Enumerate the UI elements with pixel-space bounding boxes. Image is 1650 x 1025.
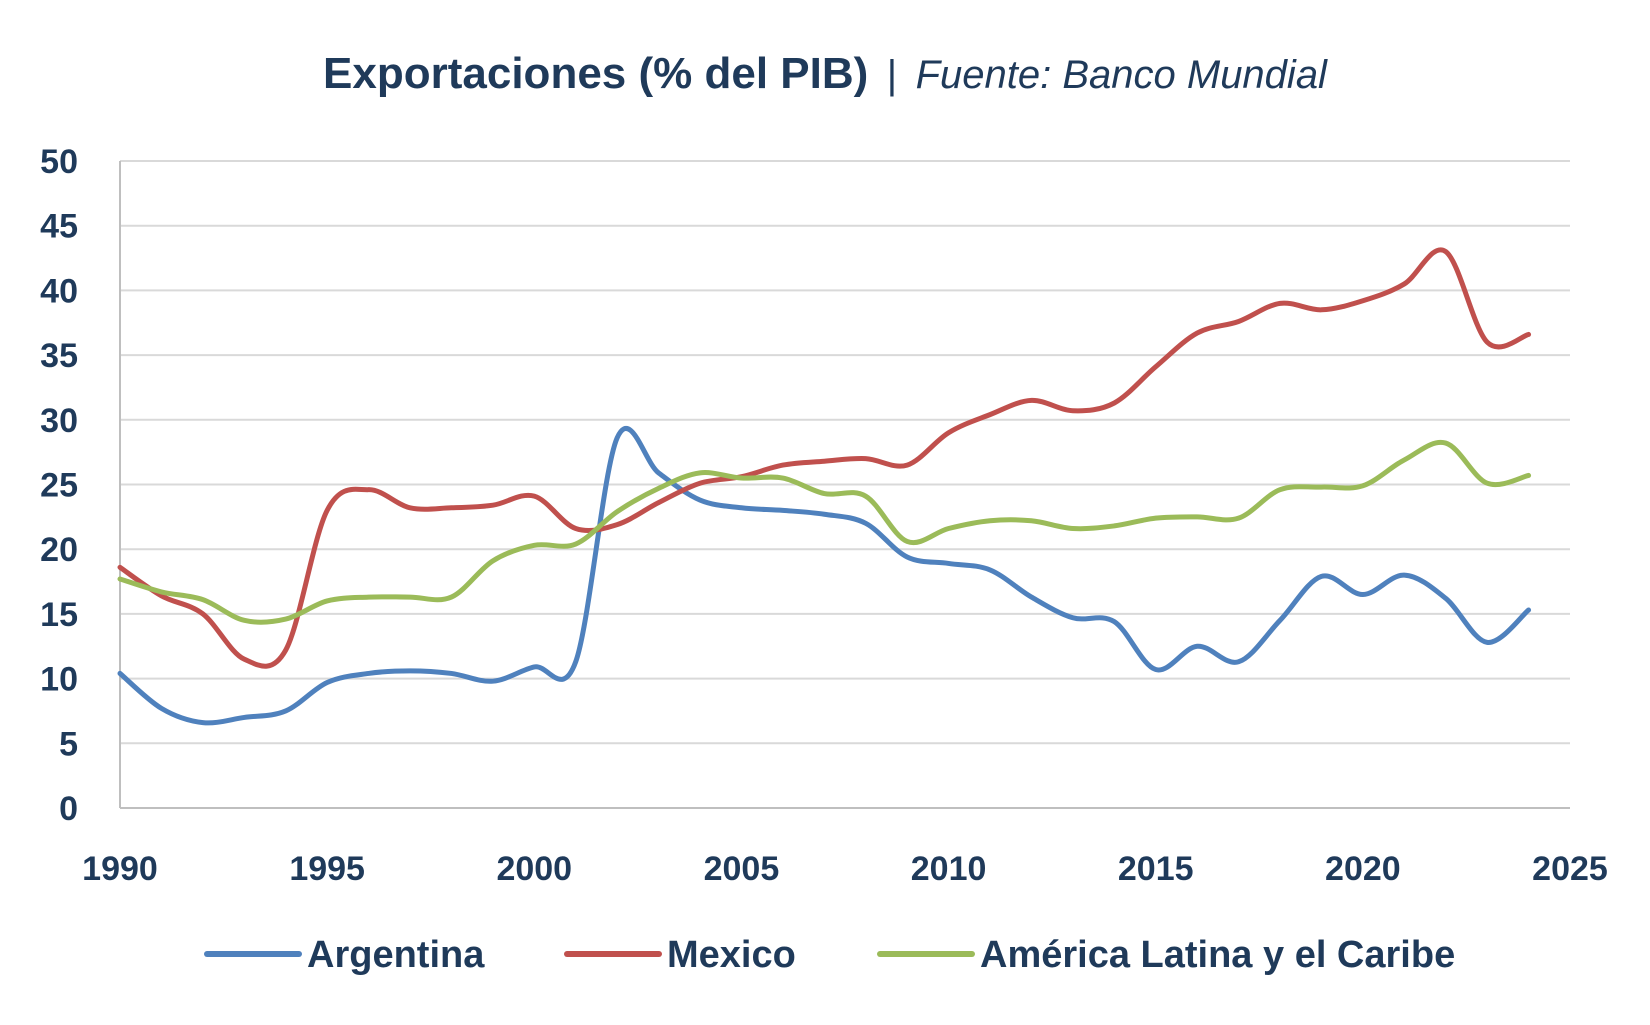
- chart-subtitle: Fuente: Banco Mundial: [916, 53, 1328, 97]
- series-line-0: [117, 426, 1532, 726]
- axes: [119, 161, 1570, 809]
- legend-label-0: Argentina: [307, 934, 485, 976]
- x-tick-label: 2025: [1532, 850, 1608, 888]
- y-tick-label: 50: [40, 143, 78, 181]
- y-tick-label: 20: [40, 531, 78, 569]
- y-tick-label: 10: [40, 661, 78, 699]
- x-tick-labels: 1990 1995 2000 2005 2010 2015 2020 2025: [82, 850, 1608, 888]
- chart-title-main: Exportaciones (% del PIB): [323, 49, 868, 98]
- x-tick-label: 1995: [289, 850, 365, 888]
- y-tick-label: 5: [59, 725, 78, 763]
- y-tick-label: 35: [40, 337, 78, 375]
- chart-title: Exportaciones (% del PIB) | Fuente: Banc…: [323, 49, 1328, 98]
- legend-label-1: Mexico: [667, 934, 796, 976]
- x-tick-label: 1990: [82, 850, 158, 888]
- x-tick-label: 2000: [496, 850, 572, 888]
- legend-label-2: América Latina y el Caribe: [980, 934, 1455, 976]
- chart-title-separator: |: [887, 53, 897, 97]
- y-tick-labels: 0 5 10 15 20 25 30 35 40 45 50: [40, 143, 78, 828]
- x-tick-label: 2015: [1118, 850, 1194, 888]
- y-tick-label: 30: [40, 402, 78, 440]
- x-tick-label: 2010: [911, 850, 987, 888]
- series-line-2: [117, 439, 1532, 625]
- legend: Argentina Mexico América Latina y el Carib…: [204, 934, 1455, 976]
- x-tick-label: 2020: [1325, 850, 1401, 888]
- y-tick-label: 45: [40, 208, 78, 246]
- gridlines: [120, 160, 1570, 745]
- y-tick-label: 25: [40, 467, 78, 505]
- y-tick-label: 40: [40, 272, 78, 310]
- x-tick-label: 2005: [704, 850, 780, 888]
- y-tick-label: 0: [59, 790, 78, 828]
- series-line-1: [117, 247, 1532, 669]
- y-tick-label: 15: [40, 596, 78, 634]
- series-lines: [117, 247, 1532, 726]
